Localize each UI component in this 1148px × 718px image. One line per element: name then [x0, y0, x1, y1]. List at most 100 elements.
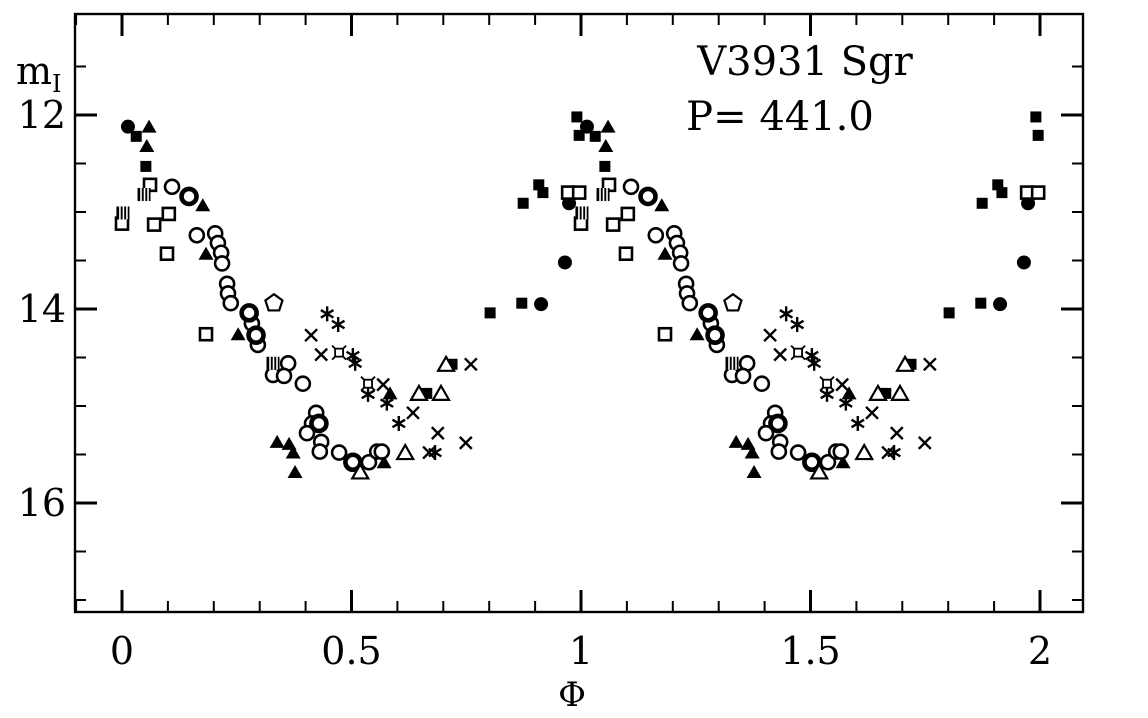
point-filled-square [976, 197, 988, 209]
point-filled-square [140, 160, 152, 172]
glyph [213, 255, 231, 272]
point-cross [763, 328, 777, 343]
glyph [599, 160, 611, 172]
glyph [537, 187, 549, 199]
glyph [993, 297, 1008, 312]
glyph [516, 297, 528, 309]
glyph [446, 358, 458, 370]
y-tick-label: 16 [18, 481, 66, 525]
glyph [285, 445, 301, 459]
point-asterisk [790, 317, 805, 333]
point-filled-triangle [728, 434, 744, 448]
point-filled-triangle [654, 198, 670, 212]
point-cross [430, 426, 445, 441]
glyph [198, 246, 214, 260]
point-open-triangle [895, 354, 915, 372]
glyph [350, 462, 371, 480]
y-tick-label: 14 [18, 287, 66, 331]
point-open-circle [770, 443, 788, 460]
point-cross [889, 426, 904, 441]
point-filled-triangle [195, 198, 211, 212]
point-filled-triangle [841, 386, 857, 400]
glyph [698, 303, 718, 323]
point-filled-circle [1016, 255, 1031, 270]
glyph [287, 464, 303, 478]
glyph [975, 297, 987, 309]
glyph [571, 185, 587, 200]
point-open-circle-bold [246, 325, 266, 345]
point-open-circle-bold [768, 413, 788, 434]
point-filled-circle [534, 297, 549, 312]
y-axis-label: mI [16, 49, 62, 98]
glyph [198, 326, 214, 342]
glyph [436, 354, 456, 372]
point-filled-triangle [287, 464, 303, 478]
glyph [654, 198, 670, 212]
point-cross [922, 357, 937, 372]
glyph [793, 347, 804, 358]
glyph [533, 179, 545, 191]
glyph [890, 383, 910, 401]
glyph [269, 434, 285, 448]
point-open-circle [757, 424, 775, 442]
glyph [734, 367, 752, 385]
point-hatched-square [266, 356, 280, 370]
glyph [835, 455, 851, 469]
point-filled-triangle [230, 327, 246, 341]
glyph [672, 255, 690, 272]
glyph [880, 387, 892, 399]
point-open-circle-bold [239, 303, 259, 323]
point-filled-triangle [657, 246, 673, 260]
point-open-circle-bold [705, 325, 725, 345]
point-square-cross [790, 345, 806, 361]
glyph [557, 255, 572, 270]
point-open-circle [832, 443, 850, 460]
glyph [657, 246, 673, 260]
glyph [141, 119, 157, 133]
point-filled-square [905, 358, 917, 370]
glyph [130, 130, 142, 142]
point-cross [422, 445, 436, 460]
point-filled-triangle [285, 445, 301, 459]
point-filled-triangle [382, 386, 398, 400]
point-open-square [146, 217, 162, 232]
glyph [789, 444, 807, 461]
point-open-square [618, 246, 634, 262]
point-cross [917, 436, 932, 450]
glyph [222, 294, 240, 312]
point-asterisk [838, 395, 853, 411]
glyph [373, 443, 391, 460]
glyph [728, 434, 744, 448]
point-hatched-square [596, 188, 610, 202]
point-filled-square [599, 160, 611, 172]
point-open-square [620, 206, 636, 222]
point-hatched-square [137, 188, 151, 202]
glyph [239, 303, 259, 323]
point-square-cross [360, 376, 376, 392]
glyph [657, 326, 673, 342]
glyph [246, 325, 266, 345]
point-open-circle [753, 375, 771, 392]
glyph [744, 445, 760, 459]
glyph [992, 179, 1004, 191]
point-filled-square [589, 130, 601, 142]
point-asterisk [391, 415, 406, 431]
point-open-triangle [395, 442, 416, 461]
glyph [757, 424, 775, 442]
point-filled-square [975, 297, 987, 309]
glyph [517, 197, 529, 209]
glyph [753, 375, 771, 392]
glyph [139, 139, 155, 153]
point-open-circle [311, 443, 329, 460]
point-open-circle-bold [309, 413, 329, 434]
point-open-pentagon [264, 292, 284, 312]
x-tick-label: 1 [569, 629, 593, 673]
point-filled-circle [993, 297, 1008, 312]
point-cross [865, 405, 879, 420]
point-filled-square [996, 187, 1008, 199]
glyph [161, 206, 177, 222]
glyph [770, 443, 788, 460]
point-cross [304, 328, 318, 343]
y-tick-label: 12 [18, 93, 66, 137]
point-filled-circle [120, 119, 135, 134]
